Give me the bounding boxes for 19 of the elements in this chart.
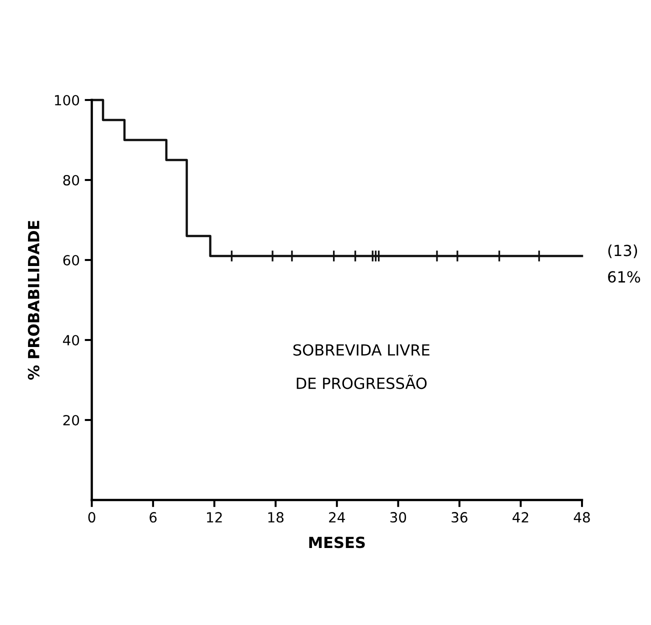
text: SOBREVIDA LIVRE DE PROGRESSÃO	[293, 344, 430, 390]
y-tick-label: 100	[55, 94, 80, 106]
x-tick-label: 36	[452, 512, 468, 523]
y-tick-label: 60	[63, 254, 80, 266]
y-tick-label: 40	[62, 334, 80, 346]
x-axis-title: MESES	[309, 536, 365, 548]
y-axis-title: % PROBABILIDADE	[28, 220, 40, 380]
x-tick-label: 0	[88, 512, 96, 523]
annotation: 61%	[608, 271, 640, 283]
x-tick-label: 18	[268, 512, 284, 523]
x-tick-label: 42	[512, 512, 528, 522]
x-tick-label: 30	[390, 512, 406, 523]
x-tick-label: 48	[574, 512, 590, 523]
y-tick-label: 80	[63, 174, 80, 186]
annotation: (13)	[608, 244, 638, 258]
x-tick-label: 24	[329, 512, 345, 522]
y-tick-label: 20	[63, 414, 80, 426]
x-tick-label: 12	[207, 512, 222, 522]
x-tick-label: 6	[150, 512, 157, 523]
